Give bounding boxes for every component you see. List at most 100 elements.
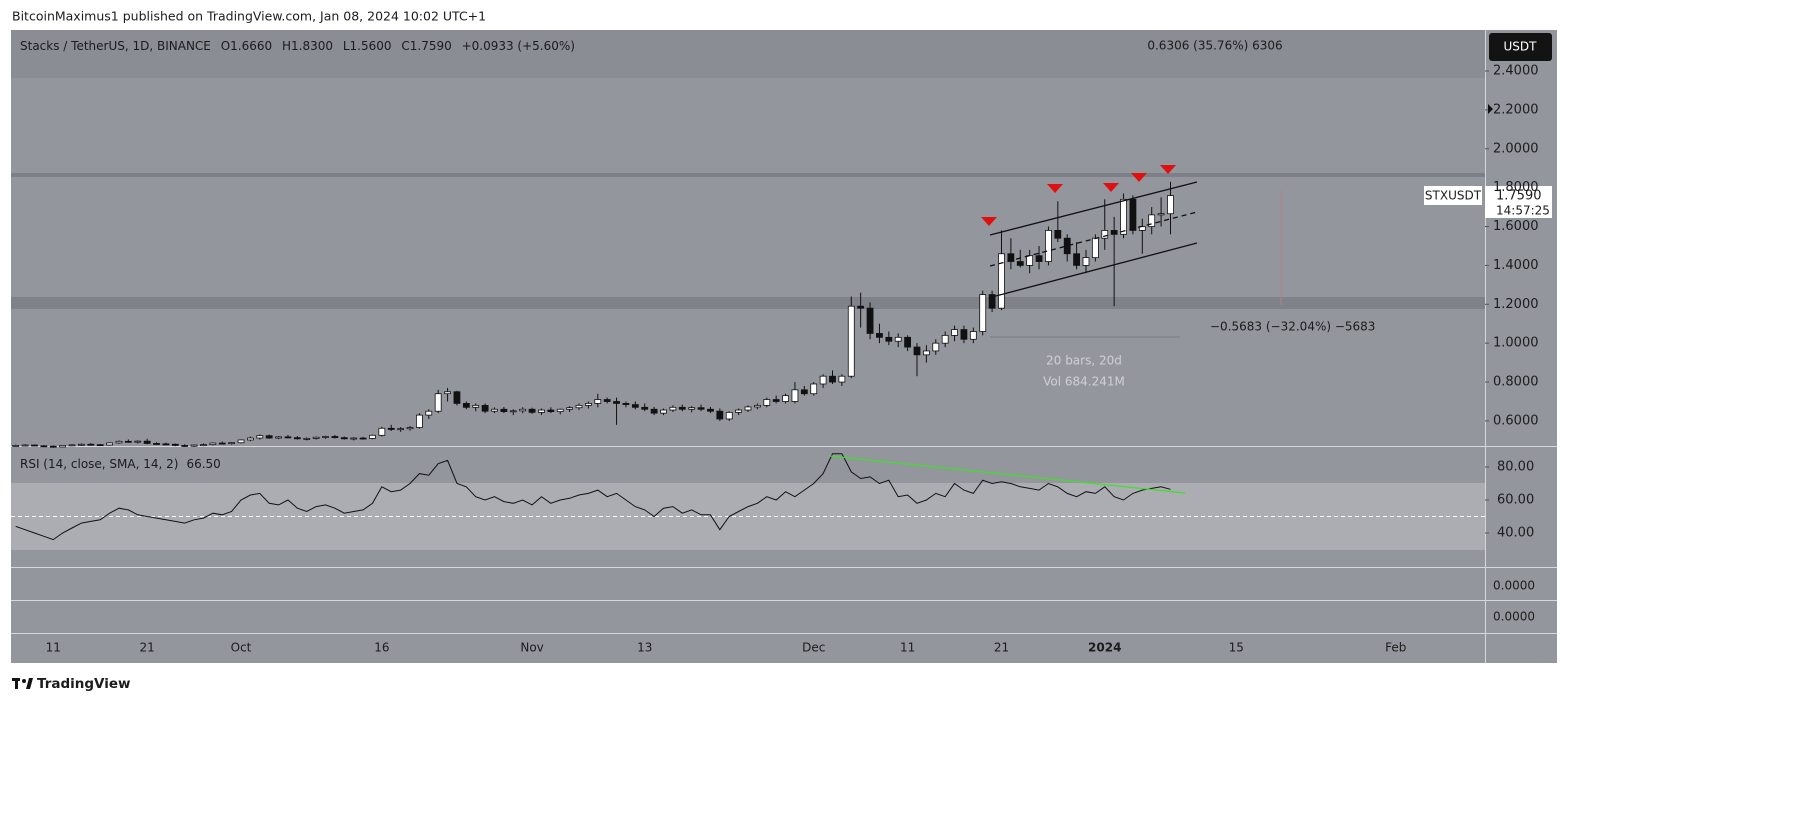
candle-body	[829, 375, 836, 383]
candle-body	[218, 442, 226, 445]
candle-body	[106, 442, 113, 446]
x-tick-label: 16	[374, 641, 389, 655]
x-tick-label: 11	[46, 641, 61, 655]
candle-body	[782, 395, 789, 402]
y-tick-label: 1.2000	[1493, 297, 1539, 312]
candle-body	[735, 409, 743, 413]
candle-body	[350, 437, 358, 440]
candle-body	[613, 401, 620, 404]
candle-body	[500, 408, 508, 412]
candle-body	[115, 440, 123, 444]
candle-body	[387, 427, 395, 430]
y-tick-label: 2.0000	[1493, 141, 1539, 156]
candle-body	[810, 383, 818, 395]
candle-body	[340, 437, 348, 440]
candle-body	[284, 436, 292, 439]
logo-shape	[22, 679, 26, 683]
annotation: −0.5683 (−32.04%) −5683	[1210, 320, 1375, 334]
candle-body	[256, 435, 264, 439]
candle-body	[763, 399, 771, 406]
candle-body	[538, 409, 545, 413]
candle-body	[21, 444, 29, 447]
candle-body	[1016, 261, 1024, 266]
candle-body	[951, 329, 958, 336]
x-tick-label: 11	[900, 641, 915, 655]
candle-body	[293, 437, 301, 440]
candle-body	[519, 408, 527, 412]
candle-body	[96, 444, 104, 447]
candle-body	[369, 434, 376, 439]
candle-body	[1073, 253, 1080, 266]
candle-body	[49, 445, 57, 448]
y-tick-label: 1.0000	[1493, 336, 1539, 351]
candle-body	[472, 404, 480, 408]
x-tick-label: 13	[637, 641, 652, 655]
y-tick-label: 1.8000	[1493, 180, 1539, 195]
rsi-band	[11, 484, 1485, 550]
candle-body	[68, 444, 76, 447]
x-tick-label: 21	[994, 641, 1009, 655]
candle-body	[162, 443, 170, 446]
chart-header: Stacks / TetherUS, 1D, BINANCE O1.6660 H…	[20, 39, 575, 53]
rsi-line	[15, 453, 1171, 541]
candle-body	[1157, 213, 1165, 216]
candle-body	[960, 329, 968, 340]
candle-body	[547, 409, 555, 412]
change-value: +0.0933 (+5.60%)	[462, 39, 575, 53]
countdown: 14:57:25	[1496, 204, 1550, 218]
candle-body	[707, 408, 714, 412]
candle-body	[819, 375, 827, 385]
candle-body	[669, 406, 677, 411]
candle-body	[200, 444, 207, 447]
y-tick-label: 1.4000	[1493, 258, 1539, 273]
resistance-line	[11, 173, 1485, 177]
published-line: BitcoinMaximus1 published on TradingView…	[12, 9, 486, 24]
symbol-tag-text: STXUSDT	[1425, 189, 1482, 203]
rsi-header: RSI (14, close, SMA, 14, 2) 66.50	[20, 457, 221, 471]
candle-body	[688, 407, 696, 410]
candle-body	[650, 408, 658, 414]
candle-body	[1082, 257, 1090, 266]
footer-logo	[12, 678, 33, 689]
candle-body	[584, 403, 592, 406]
candle-body	[528, 408, 536, 413]
annotation: 0.6306 (35.76%) 6306	[1147, 39, 1282, 53]
axis-marker	[1488, 104, 1493, 114]
x-tick-label: Feb	[1385, 641, 1406, 655]
red-arrow	[981, 217, 997, 226]
candle-body	[866, 307, 874, 334]
candle-body	[59, 445, 67, 448]
currency-button[interactable]	[1489, 33, 1552, 61]
candle-body	[885, 336, 893, 342]
candle-body	[87, 443, 95, 446]
candle-body	[247, 437, 254, 441]
candle-body	[322, 436, 329, 438]
candle-body	[904, 336, 912, 348]
candle-body	[1026, 255, 1034, 266]
candle-body	[237, 439, 245, 444]
x-tick-label: 15	[1229, 641, 1244, 655]
candle-body	[143, 440, 151, 444]
x-tick-label: 2024	[1088, 641, 1121, 655]
candle-body	[800, 389, 808, 395]
candle-body	[932, 342, 940, 352]
symbol-tag	[1424, 186, 1482, 205]
candle-body	[941, 334, 949, 344]
candle-body	[603, 399, 611, 402]
candle-body	[425, 410, 433, 416]
candle-body	[1167, 195, 1174, 215]
candle-body	[1110, 230, 1118, 235]
candle-body	[922, 350, 930, 356]
candle-body	[791, 389, 799, 402]
candle-body	[190, 444, 198, 447]
rsi-trendline	[829, 455, 1186, 494]
annotation: 20 bars, 20d	[1046, 354, 1122, 368]
candle-body	[575, 404, 583, 409]
y-tick-label: 2.2000	[1493, 102, 1539, 117]
candle-body	[416, 414, 423, 428]
candle-body	[397, 428, 405, 431]
marks	[11, 70, 1489, 551]
c-label: C	[401, 39, 409, 53]
candle-body	[725, 411, 733, 420]
